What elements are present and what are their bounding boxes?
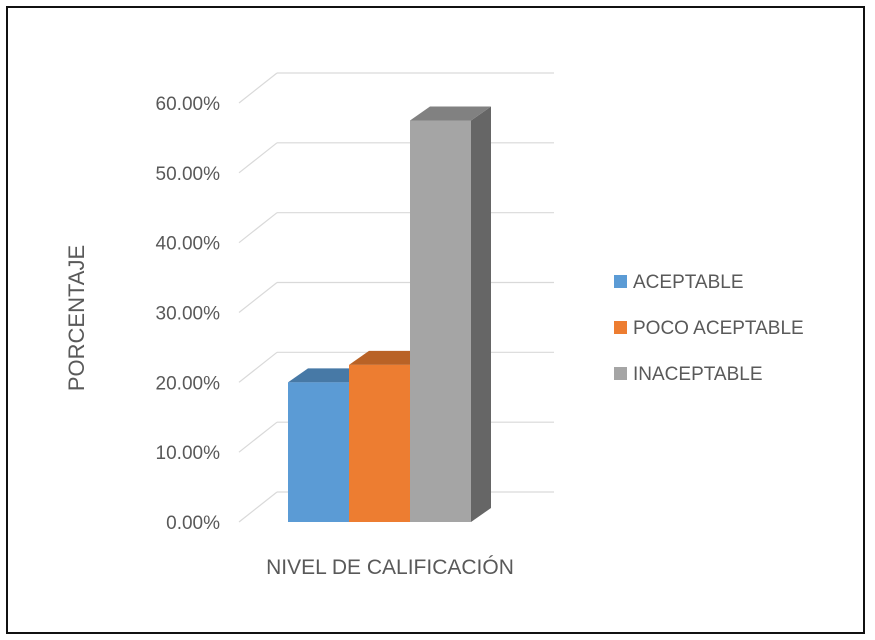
bar-top	[288, 368, 369, 383]
y-tick-labels: 0.00% 10.00% 20.00% 30.00% 40.00% 50.00% 60.00…	[156, 94, 221, 534]
legend-swatch-aceptable	[614, 275, 627, 288]
gridline-side	[238, 142, 278, 174]
y-tick-label: 50.00%	[156, 164, 221, 185]
bar-front	[410, 120, 471, 522]
gridline-side	[238, 212, 278, 244]
bar-front	[349, 364, 410, 522]
chart-frame: 0.00% 10.00% 20.00% 30.00% 40.00% 50.00% 60.00…	[6, 6, 865, 634]
legend-label-inaceptable: INACEPTABLE	[633, 364, 763, 385]
legend: ACEPTABLE POCO ACEPTABLE INACEPTABLE	[614, 272, 804, 385]
legend-item-inaceptable: INACEPTABLE	[614, 364, 763, 385]
legend-item-poco-aceptable: POCO ACEPTABLE	[614, 318, 804, 339]
y-tick-label: 60.00%	[156, 94, 221, 115]
bar-front	[288, 382, 349, 522]
y-axis-label: PORCENTAJE	[64, 245, 89, 391]
y-tick-label: 10.00%	[156, 443, 221, 464]
legend-label-poco-aceptable: POCO ACEPTABLE	[633, 318, 804, 339]
gridline-side	[238, 351, 278, 383]
bar-top	[410, 106, 491, 121]
y-tick-label: 0.00%	[166, 513, 220, 534]
gridline-side	[238, 282, 278, 313]
legend-item-aceptable: ACEPTABLE	[614, 272, 744, 293]
y-tick-label: 30.00%	[156, 304, 221, 325]
bars	[288, 106, 491, 522]
x-axis-label: NIVEL DE CALIFICACIÓN	[266, 556, 514, 579]
bar-top	[349, 350, 430, 365]
y-tick-label: 40.00%	[156, 234, 221, 255]
y-tick-label: 20.00%	[156, 373, 221, 394]
bar-chart-3d: 0.00% 10.00% 20.00% 30.00% 40.00% 50.00% 60.00…	[64, 72, 804, 579]
legend-label-aceptable: ACEPTABLE	[633, 272, 744, 293]
legend-swatch-poco-aceptable	[614, 321, 627, 334]
gridline-side	[238, 491, 278, 523]
bar-inaceptable	[410, 106, 491, 522]
gridline-side	[238, 421, 278, 453]
bar-side	[471, 106, 491, 522]
legend-swatch-inaceptable	[614, 367, 627, 380]
gridline-side	[238, 72, 278, 104]
